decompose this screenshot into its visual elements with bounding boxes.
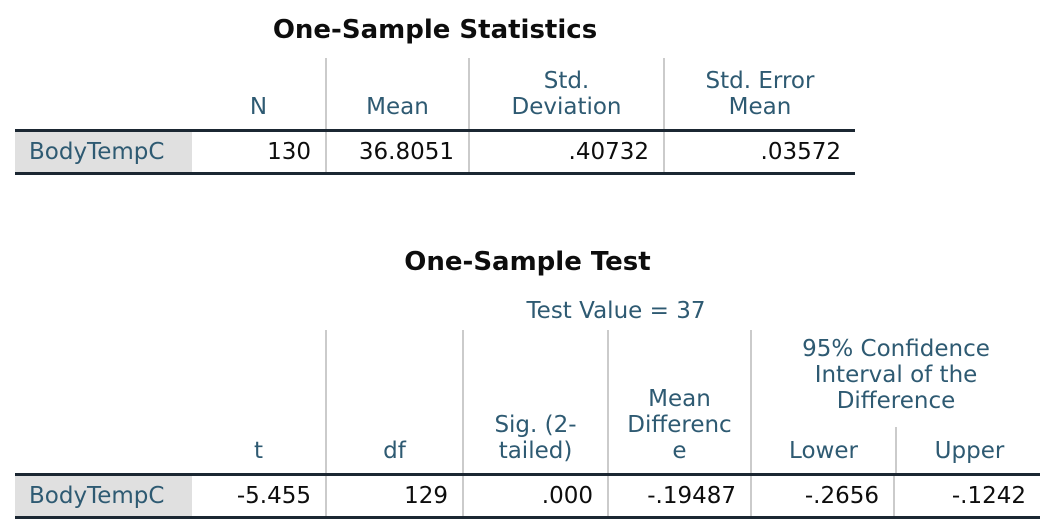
value-ci-lower: -.2656	[750, 476, 893, 516]
header-confidence-interval: 95% Confidence Interval of the Differenc…	[802, 336, 990, 414]
test-data-row: BodyTempC -5.455 129 .000 -.19487 -.2656…	[15, 476, 1040, 516]
statistics-header-row: N Mean Std. Deviation Std. Error Mean	[15, 58, 855, 129]
header-sig-2-tailed: Sig. (2- tailed)	[462, 330, 607, 473]
ci-header-group: 95% Confidence Interval of the Differenc…	[750, 330, 1040, 473]
value-std-deviation: .40732	[468, 132, 663, 172]
one-sample-test-table: One-Sample Test Test Value = 37 t df Sig…	[15, 232, 1040, 519]
header-n: N	[249, 94, 268, 120]
statistics-bottom-rule	[15, 172, 855, 175]
header-df: df	[325, 330, 462, 473]
test-value-spanner: Test Value = 37	[526, 298, 706, 324]
value-std-error-mean: .03572	[663, 132, 855, 172]
header-std-error-mean: Std. Error Mean	[663, 58, 855, 129]
value-ci-upper: -.1242	[893, 476, 1040, 516]
header-std-deviation: Std. Deviation	[468, 58, 663, 129]
value-n: 130	[267, 139, 311, 165]
header-t: t	[253, 438, 264, 464]
test-table-title: One-Sample Test	[404, 247, 651, 277]
value-df: 129	[325, 476, 462, 516]
header-mean: Mean	[325, 58, 468, 129]
one-sample-statistics-table: One-Sample Statistics N Mean Std. Deviat…	[15, 0, 855, 175]
header-lower: Lower	[789, 438, 858, 464]
test-stub-header	[15, 330, 192, 473]
header-upper: Upper	[895, 427, 1042, 473]
header-mean-difference: Mean Differenc e	[607, 330, 750, 473]
statistics-header-rule	[15, 129, 855, 132]
statistics-stub-header	[15, 58, 192, 129]
test-bottom-rule	[15, 516, 1040, 519]
test-header-row: t df Sig. (2- tailed) Mean Differenc e 9…	[15, 330, 1040, 473]
test-header-rule	[15, 473, 1040, 476]
value-sig-2-tailed: .000	[462, 476, 607, 516]
value-t: -5.455	[236, 483, 311, 509]
row-label-bodytempc: BodyTempC	[15, 132, 192, 172]
statistics-table-title: One-Sample Statistics	[272, 15, 598, 45]
statistics-data-row: BodyTempC 130 36.8051 .40732 .03572	[15, 132, 855, 172]
row-label-bodytempc: BodyTempC	[15, 476, 192, 516]
value-mean: 36.8051	[325, 132, 468, 172]
value-mean-difference: -.19487	[607, 476, 750, 516]
ci-sub-header-row: Lower Upper	[752, 427, 1040, 473]
